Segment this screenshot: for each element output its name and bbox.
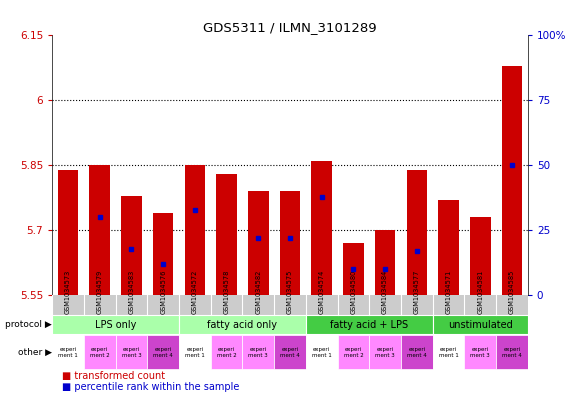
Text: ■ transformed count: ■ transformed count <box>61 371 165 380</box>
Text: GSM1034582: GSM1034582 <box>255 270 262 314</box>
Text: experi
ment 4: experi ment 4 <box>153 347 173 358</box>
Text: other ▶: other ▶ <box>18 348 52 356</box>
Text: unstimulated: unstimulated <box>448 320 513 330</box>
Text: GSM1034576: GSM1034576 <box>160 270 166 314</box>
Text: ■ percentile rank within the sample: ■ percentile rank within the sample <box>61 382 239 392</box>
FancyBboxPatch shape <box>306 315 433 334</box>
Text: GSM1034581: GSM1034581 <box>477 270 483 314</box>
FancyBboxPatch shape <box>147 335 179 369</box>
Bar <box>470 217 491 296</box>
Text: experi
ment 4: experi ment 4 <box>407 347 427 358</box>
FancyBboxPatch shape <box>369 335 401 369</box>
Text: GSM1034574: GSM1034574 <box>318 270 325 314</box>
Text: fatty acid + LPS: fatty acid + LPS <box>330 320 408 330</box>
Bar <box>502 66 522 296</box>
FancyBboxPatch shape <box>52 296 528 315</box>
Text: LPS only: LPS only <box>95 320 136 330</box>
Text: GSM1034577: GSM1034577 <box>414 270 420 314</box>
Bar <box>89 165 110 296</box>
Bar <box>407 170 427 296</box>
Bar <box>280 191 300 296</box>
Bar <box>184 165 205 296</box>
Text: experi
ment 2: experi ment 2 <box>90 347 110 358</box>
Bar <box>438 200 459 296</box>
Text: experi
ment 4: experi ment 4 <box>280 347 300 358</box>
FancyBboxPatch shape <box>465 335 496 369</box>
Bar <box>375 230 396 296</box>
Text: experi
ment 1: experi ment 1 <box>58 347 78 358</box>
FancyBboxPatch shape <box>52 315 179 334</box>
Text: experi
ment 3: experi ment 3 <box>375 347 395 358</box>
Text: protocol ▶: protocol ▶ <box>5 320 52 329</box>
Text: experi
ment 2: experi ment 2 <box>217 347 237 358</box>
Text: GSM1034585: GSM1034585 <box>509 270 515 314</box>
Text: GSM1034583: GSM1034583 <box>128 270 135 314</box>
FancyBboxPatch shape <box>306 335 338 369</box>
FancyBboxPatch shape <box>115 335 147 369</box>
Text: GSM1034584: GSM1034584 <box>382 270 388 314</box>
Bar <box>153 213 173 296</box>
Text: experi
ment 3: experi ment 3 <box>248 347 268 358</box>
FancyBboxPatch shape <box>401 335 433 369</box>
FancyBboxPatch shape <box>179 335 211 369</box>
Bar <box>216 174 237 296</box>
Bar <box>311 161 332 296</box>
FancyBboxPatch shape <box>338 335 369 369</box>
Text: GSM1034575: GSM1034575 <box>287 270 293 314</box>
Text: experi
ment 3: experi ment 3 <box>122 347 142 358</box>
Text: experi
ment 4: experi ment 4 <box>502 347 522 358</box>
FancyBboxPatch shape <box>433 315 528 334</box>
Text: experi
ment 1: experi ment 1 <box>438 347 458 358</box>
FancyBboxPatch shape <box>274 335 306 369</box>
Text: GSM1034579: GSM1034579 <box>97 270 103 314</box>
Text: GSM1034573: GSM1034573 <box>65 270 71 314</box>
Text: experi
ment 3: experi ment 3 <box>470 347 490 358</box>
FancyBboxPatch shape <box>84 335 115 369</box>
FancyBboxPatch shape <box>211 335 242 369</box>
Text: experi
ment 1: experi ment 1 <box>312 347 332 358</box>
FancyBboxPatch shape <box>496 335 528 369</box>
Bar <box>58 170 78 296</box>
Title: GDS5311 / ILMN_3101289: GDS5311 / ILMN_3101289 <box>203 21 377 34</box>
Text: GSM1034571: GSM1034571 <box>445 270 452 314</box>
Text: GSM1034580: GSM1034580 <box>350 270 357 314</box>
Text: experi
ment 2: experi ment 2 <box>343 347 363 358</box>
Text: experi
ment 1: experi ment 1 <box>185 347 205 358</box>
Bar <box>121 196 142 296</box>
FancyBboxPatch shape <box>242 335 274 369</box>
Bar <box>248 191 269 296</box>
FancyBboxPatch shape <box>179 315 306 334</box>
Text: GSM1034578: GSM1034578 <box>223 270 230 314</box>
Text: GSM1034572: GSM1034572 <box>192 270 198 314</box>
Bar <box>343 243 364 296</box>
FancyBboxPatch shape <box>52 335 84 369</box>
FancyBboxPatch shape <box>433 335 465 369</box>
Text: fatty acid only: fatty acid only <box>208 320 277 330</box>
